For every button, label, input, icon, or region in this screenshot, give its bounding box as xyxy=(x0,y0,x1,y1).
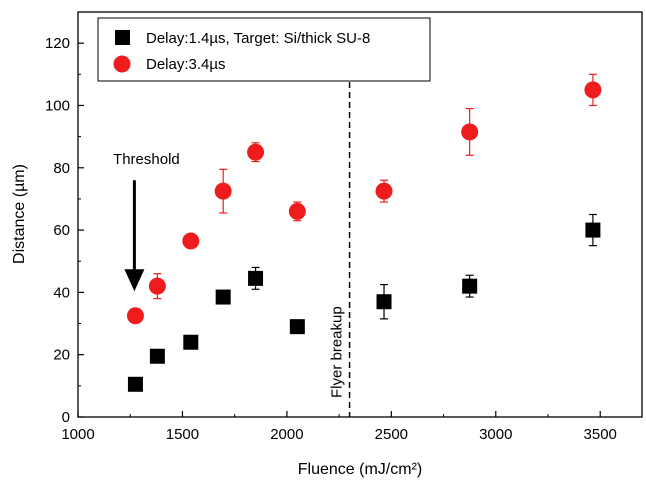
data-point-circle xyxy=(584,81,602,99)
series-1 xyxy=(127,213,601,392)
data-point-square xyxy=(183,334,199,350)
data-point-circle xyxy=(214,182,232,200)
y-tick-label: 80 xyxy=(53,160,70,177)
x-tick-label: 3000 xyxy=(479,426,512,443)
data-point-circle xyxy=(126,307,144,325)
data-point-square xyxy=(248,270,264,286)
threshold-label: Threshold xyxy=(113,151,180,168)
y-axis-title: Distance (µm) xyxy=(11,164,28,264)
legend: Delay:1.4µs, Target: Si/thick SU-8 Delay… xyxy=(97,17,431,82)
plot-area xyxy=(77,11,643,418)
data-point-square xyxy=(127,376,143,392)
x-axis-title: Fluence (mJ/cm²) xyxy=(298,461,422,478)
legend-label-delay-1-4: Delay:1.4µs, Target: Si/thick SU-8 xyxy=(146,30,370,47)
series-layer xyxy=(126,73,602,392)
x-tick-label: 2500 xyxy=(375,426,408,443)
legend-marker-square xyxy=(115,30,130,45)
data-point-circle xyxy=(182,232,200,250)
series-2 xyxy=(126,73,602,325)
legend-marker-circle xyxy=(113,55,131,73)
axis-ticks: 1000 1500 2000 2500 3000 3500 0 20 40 60 80 100 120 xyxy=(45,35,617,443)
y-tick-label: 120 xyxy=(45,35,70,52)
data-point-square xyxy=(149,348,165,364)
x-tick-label: 1000 xyxy=(61,426,94,443)
data-point-circle xyxy=(375,182,393,200)
x-tick-label: 3500 xyxy=(584,426,617,443)
x-tick-label: 2000 xyxy=(270,426,303,443)
legend-label-delay-3-4: Delay:3.4µs xyxy=(146,56,226,73)
annotations: Flyer breakup Threshold xyxy=(113,72,351,417)
y-tick-label: 100 xyxy=(45,97,70,114)
data-point-square xyxy=(462,278,478,294)
plot-frame xyxy=(77,11,643,418)
data-point-square xyxy=(215,289,231,305)
data-point-square xyxy=(289,319,305,335)
data-point-square xyxy=(585,222,601,238)
data-point-circle xyxy=(247,143,265,161)
y-tick-label: 0 xyxy=(62,409,70,426)
flyer-breakup-label: Flyer breakup xyxy=(329,306,346,398)
data-point-square xyxy=(376,294,392,310)
x-tick-label: 1500 xyxy=(166,426,199,443)
legend-box xyxy=(97,17,431,82)
y-tick-label: 20 xyxy=(53,347,70,364)
y-tick-label: 60 xyxy=(53,222,70,239)
y-tick-label: 40 xyxy=(53,284,70,301)
data-point-circle xyxy=(288,202,306,220)
data-point-circle xyxy=(461,123,479,141)
data-point-circle xyxy=(148,277,166,295)
threshold-arrowhead xyxy=(124,269,145,292)
